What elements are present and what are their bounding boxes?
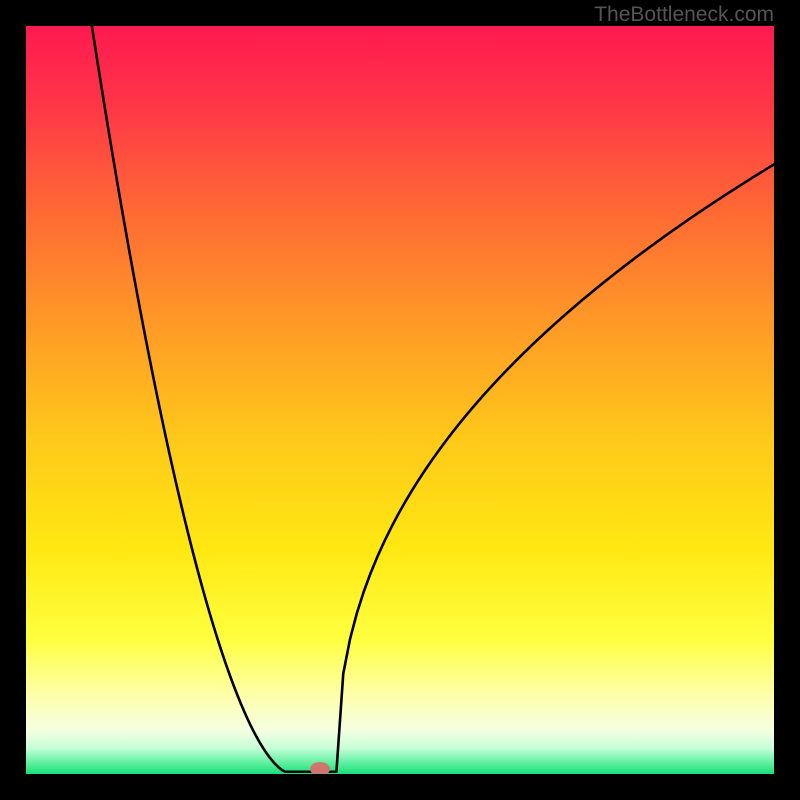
watermark-text: TheBottleneck.com <box>594 3 774 27</box>
bottleneck-curve <box>26 26 774 774</box>
plot-area <box>26 26 774 774</box>
curve-path <box>90 26 774 772</box>
optimal-marker <box>310 762 330 774</box>
